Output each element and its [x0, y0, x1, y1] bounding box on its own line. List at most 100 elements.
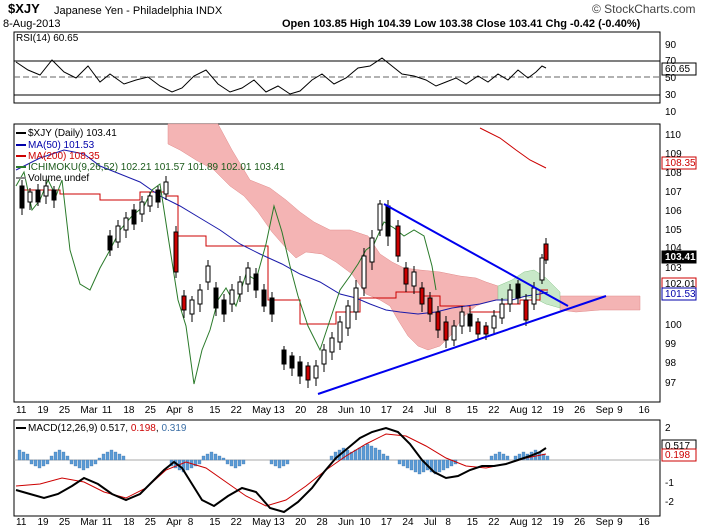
x-axis-label: 22 [488, 517, 500, 528]
volume-label: Volume undef [16, 173, 89, 184]
x-axis-label: 10 [359, 517, 371, 528]
macd-label: MACD(12,26,9) 0.517, 0.198, 0.319 [16, 423, 186, 434]
price-tick: 107 [665, 187, 682, 198]
macd-swatch [16, 427, 26, 430]
x-axis-label: Apr [166, 517, 182, 528]
x-axis-label: 25 [58, 517, 71, 528]
x-axis-label: 19 [552, 517, 564, 528]
x-axis-label: 28 [316, 517, 328, 528]
ichimoku-label: ICHIMOKU(9,26,52) 102.21 101.57 101.89 1… [16, 162, 285, 173]
rsi-tick-70: 70 [665, 56, 677, 67]
rsi-line [15, 57, 547, 95]
x-axis-label: 20 [295, 405, 307, 416]
x-axis-label: Aug [509, 405, 528, 416]
ma50-label-text: MA(50) 101.53 [28, 140, 95, 151]
close-value-tag: 103.41 [665, 252, 696, 263]
x-axis-label: 17 [380, 405, 393, 416]
macd-tick: -2 [665, 497, 674, 508]
x-axis-label: 28 [316, 405, 328, 416]
macd-histogram-value: 0.319 [161, 423, 187, 434]
x-axis-label: 15 [209, 517, 221, 528]
ma50-value-tag: 101.53 [665, 289, 696, 300]
x-axis-label: Jun [338, 517, 355, 528]
ichimoku-swatch [16, 166, 26, 169]
watermark: © StockCharts.com [592, 2, 696, 16]
macd-value-tag: 0.517 [665, 441, 691, 452]
x-axis-label: 15 [209, 405, 221, 416]
macd-signal-value: 0.198 [130, 423, 156, 434]
ma50-swatch [16, 144, 26, 147]
ichimoku-label-text: ICHIMOKU(9,26,52) 102.21 101.57 101.89 1… [28, 162, 285, 173]
rsi-tick-10: 10 [665, 107, 677, 118]
volume-swatch [16, 177, 26, 180]
price-candles [19, 176, 549, 388]
price-tick: 97 [665, 378, 677, 389]
price-tick: 104 [665, 243, 682, 254]
ichimoku-cloud-bullish [497, 269, 561, 309]
price-tick: 110 [665, 130, 681, 141]
price-tick: 109 [665, 149, 682, 160]
macd-label-prefix: MACD(12,26,9) [28, 423, 98, 434]
x-axis-label: Jul [423, 517, 437, 528]
x-axis-label: 19 [37, 517, 49, 528]
x-axis-label: 15 [466, 405, 478, 416]
ma50-label: MA(50) 101.53 [16, 140, 94, 151]
x-axis-label: 11 [101, 517, 113, 528]
x-axis-label: 26 [574, 517, 586, 528]
price-panel-frame [13, 123, 661, 403]
x-axis-label: 19 [37, 405, 49, 416]
price-tick: 106 [665, 206, 682, 217]
x-axis-label: May [252, 405, 272, 416]
price-label: $XJY (Daily) 103.41 [16, 128, 117, 139]
x-axis-label: Sep [595, 405, 614, 416]
macd-panel-frame [13, 419, 661, 517]
x-axis-label: 24 [402, 517, 414, 528]
x-axis-label: 13 [273, 517, 285, 528]
axis-tags [661, 62, 697, 462]
price-tick: 99 [665, 339, 677, 350]
x-axis-label: 11 [16, 405, 27, 416]
x-axis-label: Mar [80, 405, 98, 416]
ichimoku-cloud-right [559, 295, 641, 313]
volume-label-text: Volume undef [28, 173, 90, 184]
chart-name: Japanese Yen - Philadelphia INDX [54, 5, 223, 17]
price-tick: 103 [665, 263, 682, 274]
x-axis-label: 11 [101, 405, 113, 416]
x-axis-label: 18 [123, 405, 135, 416]
x-axis-label: 8 [445, 405, 451, 416]
macd-tick: -1 [665, 478, 674, 489]
x-axis-label: 8 [187, 405, 194, 416]
macd-tick: 2 [665, 423, 671, 434]
macd-signal-line [15, 433, 547, 507]
x-axis-label: 15 [466, 517, 478, 528]
chart-date: 8-Aug-2013 [3, 18, 61, 30]
x-axis-label: 25 [58, 405, 71, 416]
x-axis-label: 12 [531, 517, 543, 528]
x-axis-label: Jun [338, 405, 355, 416]
x-axis-label: Apr [166, 405, 182, 416]
x-axis-label: 8 [187, 517, 194, 528]
x-axis-label: 16 [638, 517, 650, 528]
price-label-text: $XJY (Daily) 103.41 [28, 128, 117, 139]
price-swatch [16, 132, 26, 135]
ma200-label: MA(200) 108.35 [16, 151, 100, 162]
ma200-value-tag: 108.35 [665, 158, 696, 169]
x-axis-label: 12 [531, 405, 543, 416]
x-axis-label: 11 [16, 517, 27, 528]
x-axis-label: 9 [617, 517, 623, 528]
x-axis-label: May [252, 517, 272, 528]
x-axis-label: 20 [295, 517, 307, 528]
x-axis-label: 25 [144, 405, 156, 416]
x-axis-label: 22 [488, 405, 500, 416]
x-axis-label: 17 [380, 517, 393, 528]
lower-trendline [317, 295, 607, 395]
ichimoku-cloud-bearish [167, 123, 499, 351]
ma200-swatch [16, 155, 26, 158]
price-tick: 98 [665, 358, 677, 369]
chart-symbol: $XJY [8, 1, 40, 16]
x-axis-label: 19 [552, 405, 564, 416]
rsi-value-tag: 60.65 [665, 64, 691, 75]
rsi-tick-30: 30 [665, 90, 677, 101]
ma200-line [479, 127, 547, 169]
